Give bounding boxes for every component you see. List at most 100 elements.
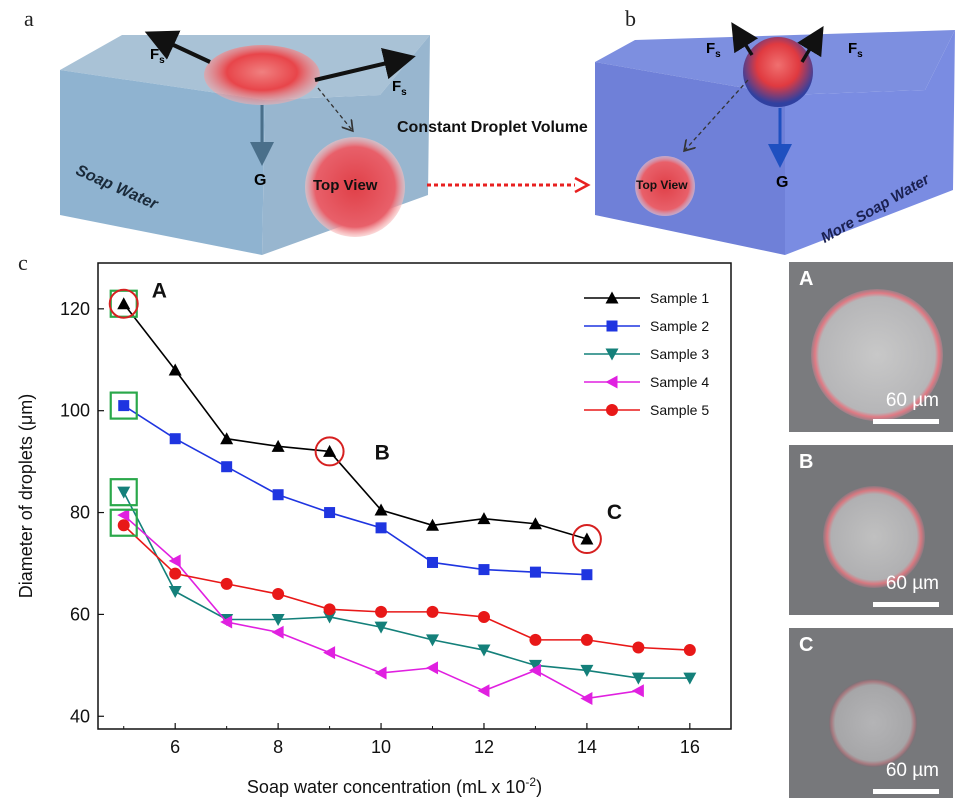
highlight-circle — [314, 436, 345, 467]
data-point-series-3 — [168, 585, 182, 598]
data-point-series-4 — [528, 663, 541, 677]
plot-frame — [97, 262, 732, 730]
panel-letter-b: b — [625, 6, 636, 31]
y-tick-label: 40 — [70, 706, 90, 726]
data-point-series-4 — [168, 554, 181, 568]
micrograph-c: C 60 µm — [789, 628, 953, 798]
series-line-2 — [123, 404, 587, 576]
legend-label-1: Sample 1 — [650, 290, 709, 306]
data-point-series-5 — [426, 605, 439, 618]
panel-b-schematic — [595, 22, 955, 255]
data-point-series-5 — [169, 567, 182, 580]
data-point-series-2 — [272, 489, 284, 501]
annotation-C: C — [607, 501, 622, 524]
data-point-series-3 — [426, 634, 440, 647]
scale-bar-b — [873, 602, 939, 607]
data-point-series-4 — [477, 684, 490, 698]
panel-a-schematic — [60, 30, 430, 255]
data-point-series-4 — [580, 691, 593, 705]
data-point-series-1 — [477, 512, 491, 525]
legend-marker-5 — [606, 404, 618, 416]
top-view-pointer — [317, 87, 352, 130]
legend-marker-1 — [605, 291, 619, 304]
data-point-series-1 — [271, 439, 285, 452]
data-point-series-1 — [528, 517, 542, 530]
data-point-series-2 — [478, 564, 490, 576]
droplet-image-b — [789, 445, 953, 615]
surface-force-arrow-right — [314, 47, 416, 82]
data-point-series-1 — [426, 518, 440, 531]
data-point-series-1 — [220, 432, 234, 445]
data-point-series-4 — [426, 661, 439, 675]
droplet-a — [204, 45, 320, 105]
transition-arrow — [427, 176, 591, 194]
scale-bar-a — [873, 419, 939, 424]
legend-marker-3 — [605, 348, 619, 361]
force-label-a-right: Fs — [392, 78, 407, 98]
annotation-A: A — [152, 280, 167, 303]
data-point-series-2 — [118, 400, 130, 412]
y-tick-label: 60 — [70, 604, 90, 624]
data-point-series-3 — [271, 614, 285, 627]
data-point-series-2 — [581, 569, 593, 581]
y-tick-label: 100 — [60, 401, 90, 421]
droplet-image-c — [789, 628, 953, 798]
series-line-5 — [123, 524, 690, 651]
data-point-series-1 — [117, 297, 131, 310]
series-line-3 — [123, 491, 690, 679]
data-point-series-1 — [323, 444, 337, 457]
data-point-series-4 — [323, 646, 336, 660]
highlight-box — [109, 391, 138, 420]
gravity-label-a: G — [254, 172, 267, 189]
gravity-label-b: G — [776, 174, 789, 191]
data-point-series-4 — [220, 615, 233, 629]
y-tick-label: 120 — [60, 299, 90, 319]
scale-bar-text-b: 60 µm — [885, 573, 939, 594]
data-point-series-3 — [631, 672, 645, 685]
legend-label-3: Sample 3 — [650, 346, 709, 362]
data-point-series-1 — [168, 363, 182, 376]
water-block-front-b — [595, 62, 785, 255]
top-view-label-b: Top View — [636, 178, 688, 192]
data-point-series-5 — [632, 641, 645, 654]
droplet-image-a — [789, 262, 953, 432]
surface-force-arrow-right-b — [797, 25, 824, 63]
droplet-b — [743, 37, 813, 107]
data-point-series-3 — [528, 659, 542, 672]
force-label-b-right: Fs — [848, 40, 863, 60]
water-block-side-b — [785, 30, 955, 255]
y-axis-label: Diameter of droplets (μm) — [16, 394, 36, 598]
data-point-series-5 — [683, 644, 696, 657]
micrograph-label-a: A — [799, 268, 814, 290]
x-tick-label: 14 — [577, 737, 597, 757]
chart-diameter-vs-concentration: 6 8 10 12 14 16 40 60 80 100 120 Soap water concent… — [16, 262, 732, 797]
scale-bar-c — [873, 789, 939, 794]
water-block-front — [60, 70, 265, 255]
micrograph-label-b: B — [799, 451, 814, 473]
top-view-circle-a — [305, 137, 405, 237]
data-point-series-4 — [631, 684, 644, 698]
legend-label-2: Sample 2 — [650, 318, 709, 334]
data-point-series-1 — [374, 503, 388, 516]
micrograph-label-c: C — [799, 634, 814, 656]
data-point-series-3 — [477, 644, 491, 657]
data-point-series-3 — [683, 672, 697, 685]
annotation-B: B — [375, 441, 390, 464]
surface-force-arrow-left — [144, 30, 211, 64]
y-tick-label: 80 — [70, 503, 90, 523]
top-view-circle-b — [635, 156, 695, 216]
force-label-a-left: Fs — [150, 46, 165, 66]
data-point-series-5 — [529, 633, 542, 646]
force-label-b-left: Fs — [706, 40, 721, 60]
data-point-series-2 — [324, 507, 336, 519]
x-tick-label: 8 — [273, 737, 283, 757]
scale-bar-text-c: 60 µm — [885, 760, 939, 781]
data-point-series-3 — [374, 621, 388, 634]
legend-label-5: Sample 5 — [650, 402, 709, 418]
data-point-series-3 — [117, 486, 131, 499]
micrograph-a: A 60 µm — [789, 262, 953, 432]
legend-label-4: Sample 4 — [650, 374, 709, 390]
data-point-series-4 — [117, 508, 130, 522]
data-point-series-2 — [169, 433, 181, 445]
highlight-circle — [571, 524, 602, 555]
